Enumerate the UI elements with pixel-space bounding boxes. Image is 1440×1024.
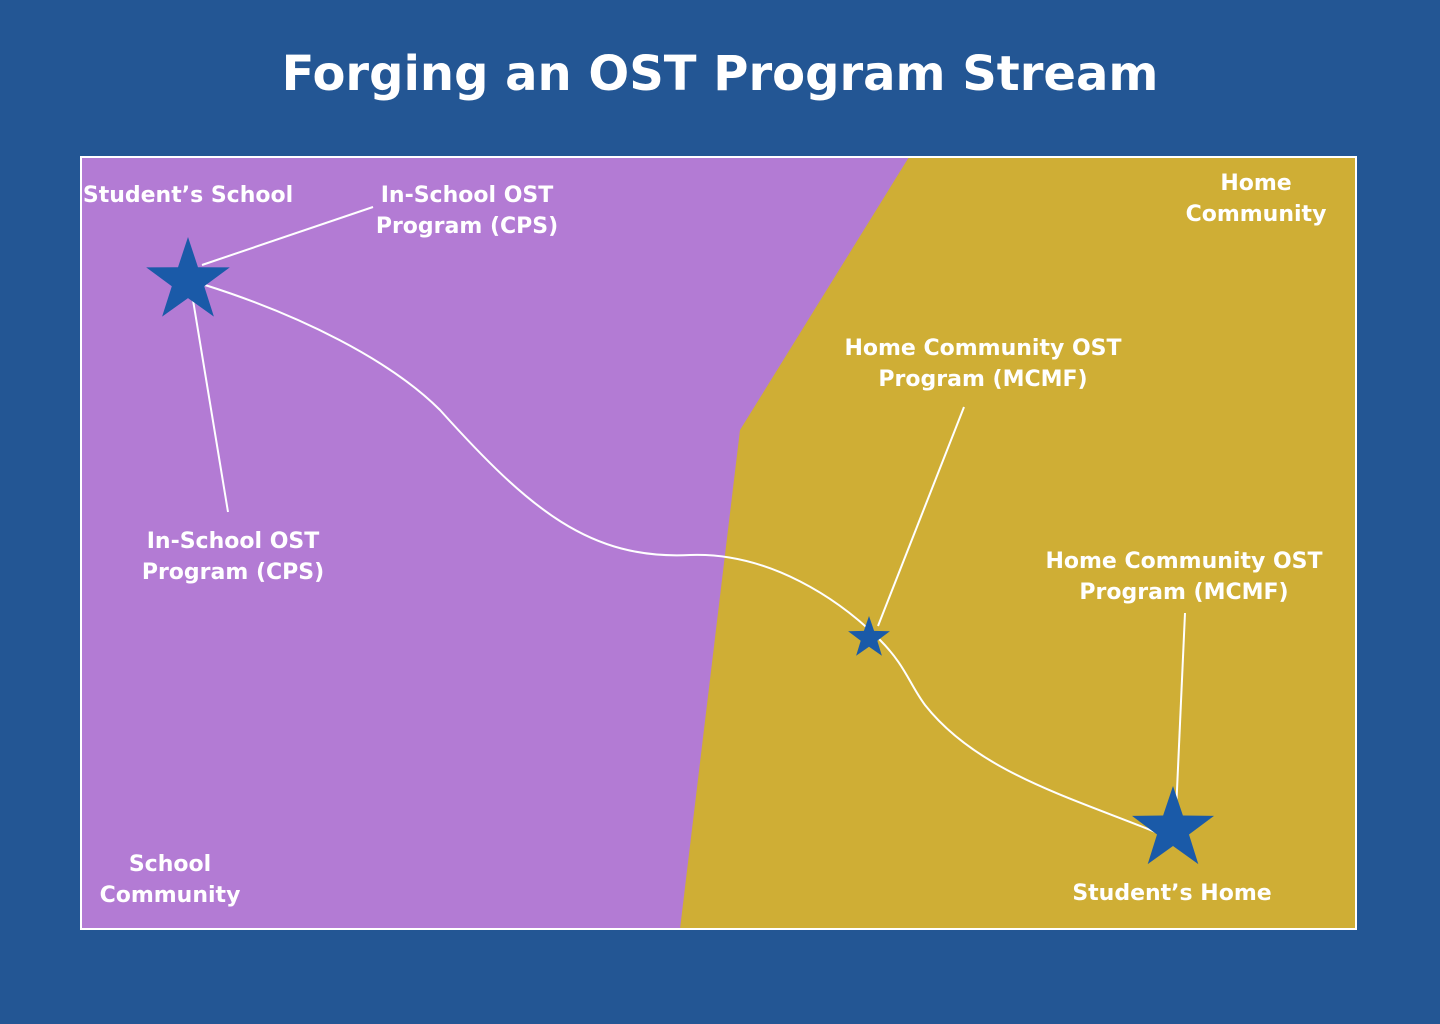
page-title: Forging an OST Program Stream	[282, 46, 1159, 102]
home-community-label-line2: Community	[1186, 202, 1327, 227]
students-home-label: Student’s Home	[1072, 881, 1271, 906]
in-school-bottom-callout-line1: In-School OST	[147, 529, 320, 554]
star-icon	[1132, 786, 1214, 865]
leader-home-right	[1175, 612, 1186, 813]
home-right-callout-line1: Home Community OST	[1045, 549, 1322, 574]
in-school-bottom-callout-line2: Program (CPS)	[142, 560, 324, 585]
students-school-label: Student’s School	[83, 183, 293, 208]
home-community-label-line1: Home	[1220, 171, 1291, 196]
in-school-top-callout-line2: Program (CPS)	[376, 214, 558, 239]
leader-in-school-bottom	[192, 299, 229, 513]
stream-path	[204, 284, 1171, 839]
home-mid-callout-line2: Program (MCMF)	[878, 367, 1087, 392]
star-icon	[848, 616, 890, 656]
home-right-callout-line2: Program (MCMF)	[1079, 580, 1288, 605]
leader-in-school-top	[201, 206, 374, 266]
home-mid-callout-line1: Home Community OST	[844, 336, 1121, 361]
leader-home-mid	[877, 406, 965, 627]
home-community-region	[680, 157, 1356, 929]
star-icon	[146, 237, 230, 317]
school-community-label-line2: Community	[100, 883, 241, 908]
diagram-frame	[80, 156, 1357, 930]
in-school-top-callout-line1: In-School OST	[381, 183, 554, 208]
school-community-label-line1: School	[129, 852, 211, 877]
